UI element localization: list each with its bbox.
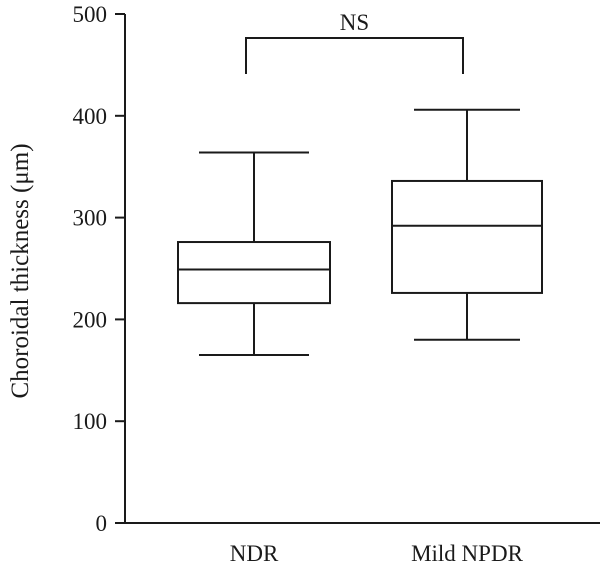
y-axis-label: Choroidal thickness (μm) <box>7 143 34 398</box>
iqr-box <box>391 179 543 294</box>
x-tick-label: Mild NPDR <box>411 541 523 566</box>
y-tick-label: 0 <box>96 511 108 536</box>
y-axis: 0 100 200 300 400 500 <box>73 2 126 536</box>
y-tick-label: 400 <box>73 104 108 129</box>
y-tick-label: 500 <box>73 2 108 27</box>
x-tick-label: NDR <box>230 541 279 566</box>
y-tick-label: 300 <box>73 206 108 231</box>
box-series <box>177 108 543 357</box>
box-ndr <box>177 151 331 357</box>
y-tick-label: 100 <box>73 409 108 434</box>
significance-label: NS <box>340 10 369 35</box>
significance-annotations: NS <box>245 10 464 74</box>
iqr-box <box>177 241 331 305</box>
y-tick-label: 200 <box>73 307 108 332</box>
x-axis: NDR Mild NPDR <box>125 522 600 566</box>
significance-bracket <box>245 37 464 74</box>
box-mild-npdr <box>391 108 543 341</box>
